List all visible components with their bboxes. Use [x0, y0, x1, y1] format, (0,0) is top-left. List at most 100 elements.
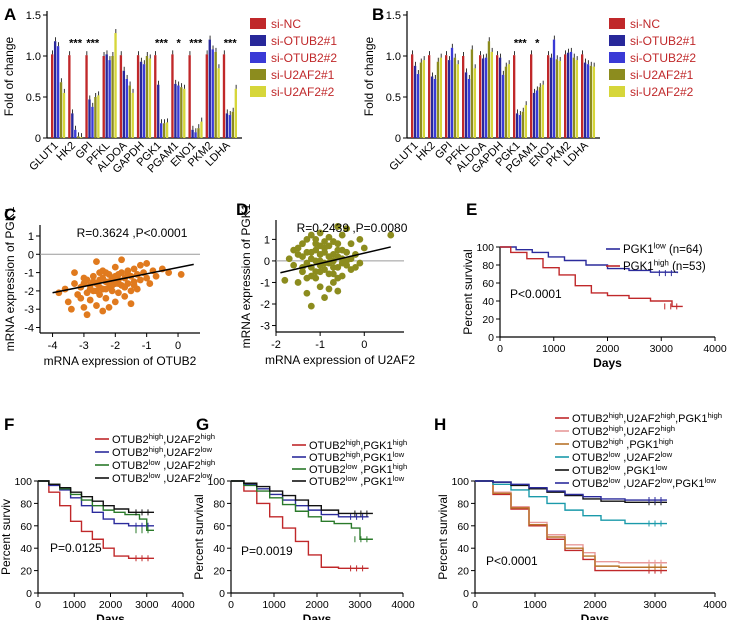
legend-label: OTUB2high,U2AF2high — [572, 424, 675, 438]
scatter-point — [343, 225, 351, 233]
bar-ldha-3 — [231, 111, 235, 138]
scatter-point — [281, 276, 289, 284]
bar-pgam1-4 — [541, 84, 545, 138]
bar-aldoa-3 — [128, 85, 131, 138]
survival-curve-0 — [231, 480, 369, 570]
scatter-point — [71, 269, 78, 276]
y-tick-label: 1.0 — [386, 51, 401, 63]
scatter-point — [118, 256, 125, 264]
y-tick-label: 0.5 — [386, 92, 401, 104]
legend-label: si-OTUB2#2 — [271, 51, 337, 65]
bar-hk2-1 — [71, 113, 74, 138]
bar-pkm2-4 — [217, 68, 220, 138]
x-tick-label: 1000 — [262, 599, 286, 611]
x-tick-label: 3000 — [348, 599, 372, 611]
x-tick-label: -1 — [142, 340, 152, 352]
survival-curve-3 — [231, 480, 373, 515]
bar-gapdh-3 — [504, 66, 508, 138]
bar-hk2-4 — [80, 137, 83, 138]
y-tick-label: -1 — [260, 277, 270, 289]
bar-pkm2-2 — [211, 49, 214, 138]
survival-chart-f: 0 1000 2000 3000 4000 0 20 40 60 80 100 P=0.0125 Day… — [0, 476, 195, 620]
scatter-point — [105, 303, 113, 311]
scatter-point — [136, 276, 144, 284]
bar-pfkl-0 — [102, 56, 105, 138]
scatter-point — [303, 259, 311, 267]
bar-gpi-3 — [94, 97, 97, 138]
significance-marker: *** — [69, 37, 83, 49]
scatter-point — [143, 274, 151, 282]
scatter-point — [96, 283, 104, 291]
scatter-point — [316, 283, 324, 291]
scatter-point — [334, 223, 342, 230]
legend-label: OTUB2low ,PGK1high — [309, 462, 407, 476]
x-tick-label: 0 — [228, 599, 234, 611]
scatter-point — [352, 263, 359, 271]
survival-curve-5 — [475, 480, 667, 501]
y-tick-label: 100 — [207, 476, 225, 488]
bar-pkm2-0 — [564, 54, 567, 138]
scatter-point — [334, 274, 342, 282]
bar-pfkl-2 — [108, 60, 111, 138]
x-axis-label: Days — [593, 356, 622, 370]
scatter-point — [329, 279, 337, 286]
legend-swatch — [609, 86, 625, 97]
scatter-point — [89, 272, 97, 280]
bar-aldoa-0 — [479, 55, 482, 138]
x-tick-label: 4000 — [703, 599, 727, 611]
scatter-point — [83, 311, 91, 319]
x-tick-label: -4 — [48, 340, 58, 352]
y-tick-label: 0 — [219, 588, 225, 600]
scatter-point — [71, 280, 78, 287]
x-tick-label: 3000 — [650, 343, 674, 355]
bar-ldha-1 — [583, 62, 587, 139]
y-tick-label: 0 — [26, 588, 32, 600]
scatter-point — [146, 280, 154, 287]
bar-eno1-3 — [555, 59, 559, 138]
legend-label: OTUB2low ,U2AF2low,PGK1low — [572, 476, 717, 490]
x-tick-label: 0 — [175, 340, 181, 352]
x-tick-label: 3000 — [135, 599, 159, 611]
bar-gpi-0 — [85, 55, 88, 138]
bar-aldoa-1 — [122, 70, 126, 138]
scatter-point — [325, 233, 333, 241]
scatter-point — [303, 248, 311, 256]
x-tick-label: 1000 — [63, 599, 87, 611]
bar-gapdh-1 — [139, 61, 143, 138]
x-tick-label: 0 — [497, 343, 503, 355]
x-tick-label: 4000 — [171, 599, 195, 611]
scatter-point — [99, 307, 107, 315]
scatter-point — [299, 240, 306, 248]
x-axis-label: mRNA expression of U2AF2 — [265, 353, 415, 367]
legend-label: OTUB2low ,U2AF2high — [112, 458, 215, 472]
bar-glut1-1 — [53, 41, 57, 138]
survival-chart-e: 0 1000 2000 3000 4000 0 20 40 60 80 100 P<0.0001 Day… — [461, 242, 727, 370]
x-tick-label: 1000 — [542, 343, 566, 355]
bar-aldoa-2 — [125, 78, 128, 138]
bar-pgk1-4 — [165, 122, 169, 138]
bar-gpi-1 — [88, 99, 91, 138]
y-tick-label: 80 — [482, 260, 494, 272]
legend-e: PGK1low (n=64) PGK1high (n=53) — [606, 242, 706, 273]
scatter-point — [127, 287, 135, 295]
panel-label-h: H — [434, 415, 446, 434]
bar-gapdh-2 — [501, 74, 505, 138]
bar-gapdh-0 — [136, 55, 140, 138]
p-value: P<0.0001 — [486, 554, 538, 568]
bar-ldha-3 — [589, 65, 593, 138]
y-tick-label: 0 — [395, 133, 401, 145]
bar-pkm2-1 — [566, 52, 570, 138]
legend-g: OTUB2high,PGK1highOTUB2high,PGK1lowOTUB2… — [292, 438, 407, 488]
significance-marker: *** — [86, 37, 100, 49]
bar-gpi-4 — [97, 95, 100, 138]
y-axis-label: Percent survival — [192, 494, 206, 579]
scatter-point — [290, 261, 298, 269]
bar-pgam1-0 — [530, 54, 533, 138]
panel-label-f: F — [4, 415, 14, 434]
scatter-point — [102, 269, 110, 276]
panel-label-d: D — [236, 200, 248, 219]
bar-pgk1-0 — [513, 55, 516, 138]
legend-label: OTUB2low ,U2AF2low — [572, 450, 673, 464]
legend-label: OTUB2high ,PGK1high — [572, 437, 673, 451]
bar-pfkl-1 — [105, 54, 108, 138]
